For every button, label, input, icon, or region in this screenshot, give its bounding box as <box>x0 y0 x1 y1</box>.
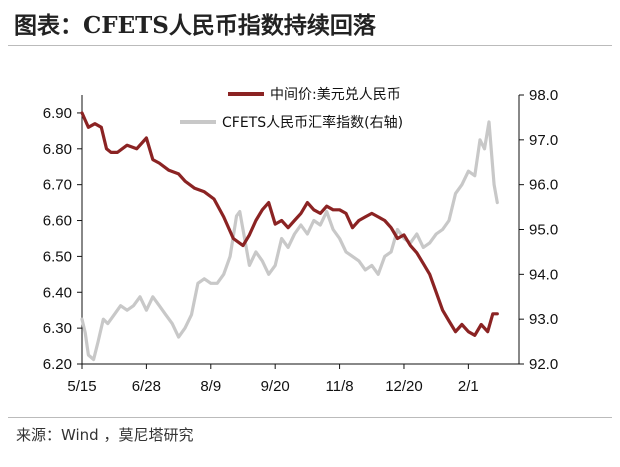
left-y-tick-label: 6.20 <box>43 356 72 373</box>
x-tick-label: 5/15 <box>67 378 96 395</box>
right-y-tick-label: 95.0 <box>529 222 558 239</box>
right-y-tick-label: 92.0 <box>529 356 558 373</box>
source-note: 来源：Wind ，莫尼塔研究 <box>16 426 194 444</box>
left-y-tick-label: 6.70 <box>43 177 72 194</box>
legend-label-usdcny: 中间价:美元兑人民币 <box>270 87 401 103</box>
legend-label-cfets: CFETS人民币汇率指数(右轴) <box>222 114 403 131</box>
legend: 中间价:美元兑人民币 CFETS人民币汇率指数(右轴) <box>180 87 403 131</box>
x-tick-label: 2/1 <box>458 378 479 395</box>
title-divider <box>8 45 612 46</box>
x-tick-label: 8/9 <box>200 378 221 395</box>
x-tick-label: 9/20 <box>261 378 290 395</box>
left-y-tick-label: 6.30 <box>43 320 72 337</box>
left-y-tick-label: 6.50 <box>43 248 72 265</box>
page-title: 图表：CFETS人民币指数持续回落 <box>14 12 376 39</box>
right-y-tick-label: 96.0 <box>529 177 558 194</box>
series-line-usdcny <box>80 111 499 337</box>
right-y-tick-label: 98.0 <box>529 87 558 104</box>
right-y-tick-label: 97.0 <box>529 132 558 149</box>
left-y-tick-label: 6.60 <box>43 213 72 230</box>
x-tick-label: 12/20 <box>385 378 423 395</box>
left-y-tick-label: 6.40 <box>43 284 72 301</box>
right-y-tick-label: 93.0 <box>529 311 558 328</box>
source-divider <box>8 417 612 418</box>
left-y-tick-label: 6.90 <box>43 105 72 122</box>
series-line-cfets <box>80 120 499 362</box>
left-y-tick-label: 6.80 <box>43 141 72 158</box>
x-tick-label: 11/8 <box>326 378 354 395</box>
chart-axes <box>81 95 520 365</box>
right-y-tick-label: 94.0 <box>529 266 558 283</box>
x-tick-label: 6/28 <box>132 378 161 395</box>
